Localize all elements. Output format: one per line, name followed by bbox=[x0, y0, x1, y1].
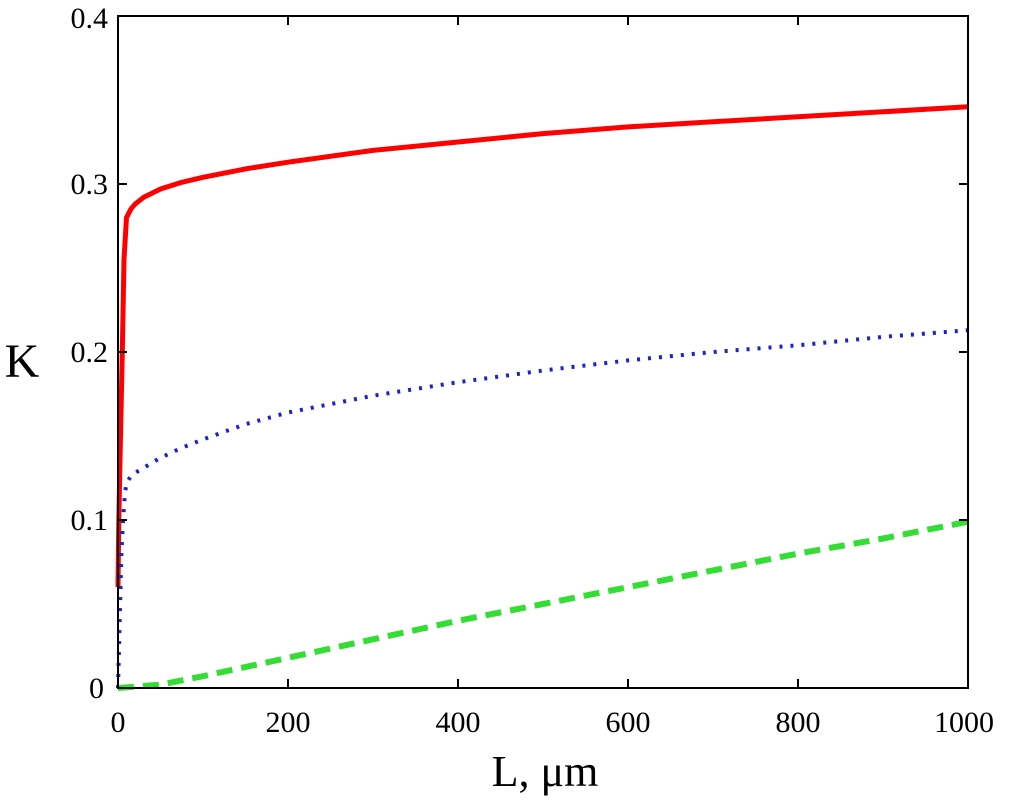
x-tick-label-1: 200 bbox=[266, 706, 311, 739]
series-line-green-dashed bbox=[117, 518, 969, 691]
y-tick-labels: 0 0.1 0.2 0.3 0.4 bbox=[71, 2, 109, 705]
y-axis-title: K bbox=[5, 335, 40, 388]
ticks-layer bbox=[117, 15, 969, 689]
x-tick-label-5: 1000 bbox=[934, 706, 994, 739]
series-line-blue-dotted bbox=[116, 328, 969, 689]
y-tick-label-4: 0.4 bbox=[71, 2, 109, 35]
series-line-red-solid bbox=[115, 104, 969, 588]
x-axis-title: L, μm bbox=[492, 747, 599, 796]
y-tick-label-2: 0.2 bbox=[71, 336, 109, 369]
y-tick-label-3: 0.3 bbox=[71, 168, 109, 201]
x-tick-label-0: 0 bbox=[111, 706, 126, 739]
x-tick-label-4: 800 bbox=[776, 706, 821, 739]
y-tick-label-1: 0.1 bbox=[71, 504, 109, 537]
x-tick-label-2: 400 bbox=[436, 706, 481, 739]
y-tick-label-0: 0 bbox=[89, 672, 104, 705]
x-tick-labels: 0 200 400 600 800 1000 bbox=[111, 706, 995, 739]
series-layer bbox=[115, 104, 969, 691]
x-tick-label-3: 600 bbox=[606, 706, 651, 739]
